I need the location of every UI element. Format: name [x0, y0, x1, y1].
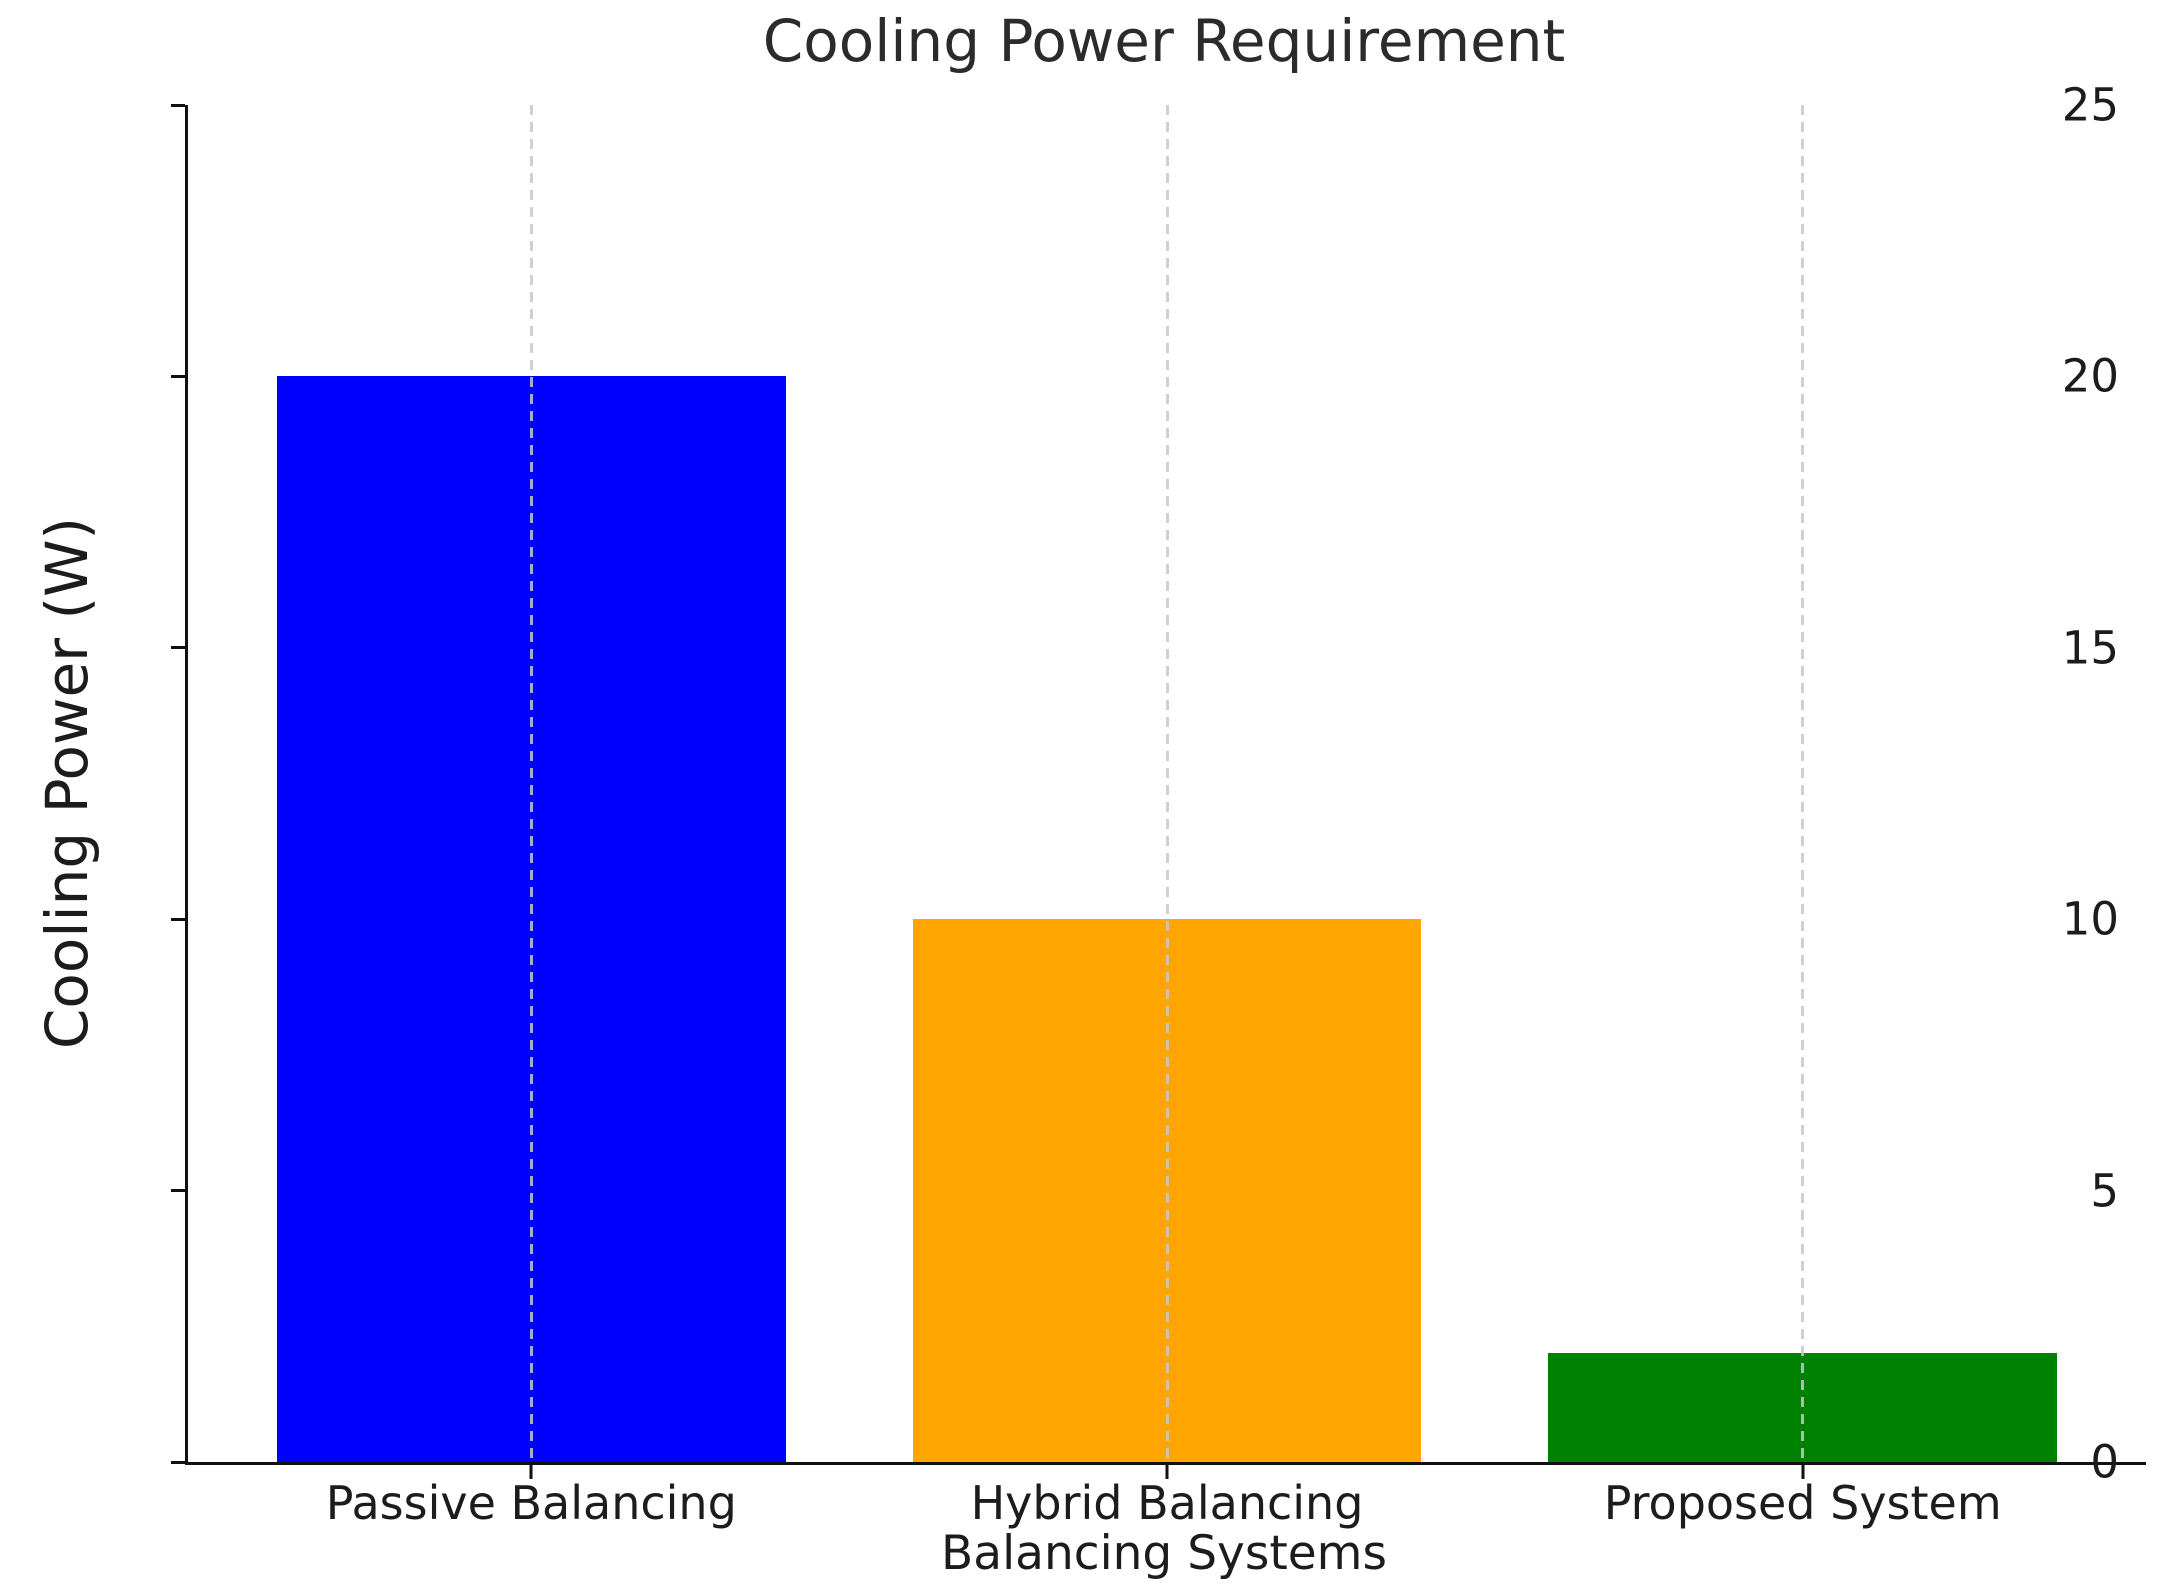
- y-tick-label: 20: [2061, 349, 2119, 403]
- y-tick-label: 5: [2090, 1164, 2119, 1218]
- y-tick-label: 0: [2090, 1435, 2119, 1489]
- x-tick: [1801, 1465, 1805, 1479]
- y-tick-label: 15: [2061, 621, 2119, 675]
- x-axis-label: Balancing Systems: [941, 1526, 1387, 1581]
- x-tick: [529, 1465, 533, 1479]
- x-tick: [1165, 1465, 1169, 1479]
- y-tick: [171, 646, 185, 650]
- x-tick-label: Hybrid Balancing: [970, 1476, 1364, 1530]
- y-axis-label: Cooling Power (W): [33, 516, 101, 1050]
- y-tick: [171, 374, 185, 378]
- y-tick: [171, 103, 185, 107]
- x-tick-label: Proposed System: [1603, 1476, 2002, 1530]
- y-tick: [171, 1189, 185, 1193]
- y-tick-label: 10: [2061, 892, 2119, 946]
- plot-area: 0 5 10 15 20 25 Passive Balancing Hybrid Balan…: [171, 79, 2146, 1530]
- y-tick-label: 25: [2061, 78, 2119, 132]
- gridline: [529, 105, 533, 1462]
- gridline: [1165, 105, 1169, 1462]
- chart-title: Cooling Power Requirement: [762, 7, 1566, 75]
- gridline: [1801, 105, 1805, 1462]
- y-tick: [171, 1460, 185, 1464]
- x-tick-label: Passive Balancing: [325, 1476, 737, 1530]
- y-tick: [171, 917, 185, 921]
